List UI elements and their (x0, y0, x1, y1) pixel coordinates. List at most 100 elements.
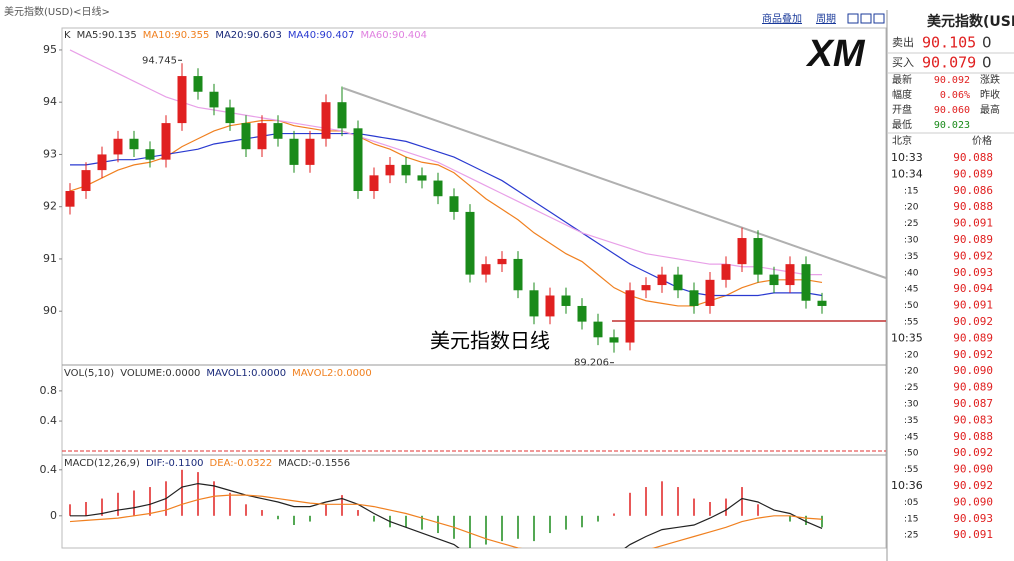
column-header: 价格 (972, 134, 992, 147)
candle-body (385, 164, 395, 176)
candle-body (689, 290, 699, 306)
tick-price: 90.087 (953, 397, 993, 410)
tick-price: 90.093 (953, 512, 993, 525)
indicator-label: MACD(12,26,9) DIF:-0.1100 DEA:-0.0322 MACD:… (64, 458, 350, 469)
y-tick-label: 94 (43, 95, 57, 108)
logo-box (790, 36, 882, 72)
indicator-item: DIF:-0.1100 (146, 458, 204, 469)
indicator-label: K MA5:90.135 MA10:90.355 MA20:90.603 MA40:90… (64, 30, 427, 41)
tick-time: :30 (904, 400, 919, 410)
indicator-label: VOL(5,10) VOLUME:0.0000 MAVOL1:0.0000 MAVOL… (64, 368, 372, 379)
candle-body (241, 123, 251, 150)
stat-label: 幅度 (892, 88, 912, 101)
y-tick-label: 0.4 (40, 414, 58, 427)
candle-body (97, 154, 107, 171)
indicator-item: K (64, 30, 71, 41)
dif-line (70, 482, 823, 548)
candle-body (817, 300, 827, 306)
tick-time: :55 (904, 465, 918, 475)
tick-time: :50 (904, 449, 919, 459)
stat-label: 开盘 (892, 103, 912, 116)
column-header: 北京 (892, 134, 912, 147)
tick-price: 90.092 (953, 348, 993, 361)
tick-time: :15 (904, 186, 918, 196)
tick-price: 90.089 (953, 331, 993, 344)
stat-value: 90.023 (934, 120, 970, 131)
candle-body (593, 321, 603, 338)
tick-price: 90.090 (953, 495, 993, 508)
candle-body (449, 196, 459, 212)
symbol-label: 美元指数(USD)<日线> (4, 5, 110, 18)
quote-title: 美元指数(USD (927, 13, 1014, 30)
link[interactable]: 周期 (816, 13, 836, 25)
indicator-item: MA40:90.407 (288, 30, 355, 41)
stat-value: 90.060 (934, 105, 970, 116)
candle-body (753, 238, 763, 275)
annotation: 94.745 (142, 55, 177, 66)
candle-body (129, 138, 139, 150)
chart-frame (61, 27, 887, 549)
candle-body (769, 274, 779, 286)
candle-body (193, 76, 203, 92)
candle-body (465, 211, 475, 275)
indicator-item: MA5:90.135 (77, 30, 137, 41)
indicator-item: DEA:-0.0322 (210, 458, 273, 469)
y-tick-label: 0 (50, 509, 57, 522)
quote-change: 0 (982, 34, 992, 52)
tick-time: :50 (904, 301, 919, 311)
y-tick-label: 0.8 (40, 384, 58, 397)
y-tick-label: 95 (43, 43, 57, 56)
link[interactable]: 商品叠加 (762, 12, 802, 25)
candle-body (401, 164, 411, 176)
tick-price: 90.090 (953, 364, 993, 377)
candle-body (305, 138, 315, 165)
y-tick-label: 93 (43, 147, 57, 160)
candle-body (737, 238, 747, 265)
tick-time: :35 (904, 416, 918, 426)
tick-time: 10:34 (891, 167, 923, 180)
tick-time: :20 (904, 367, 919, 377)
indicator-item: MACD(12,26,9) (64, 458, 140, 469)
chart-caption: 美元指数日线 (430, 329, 550, 353)
candle-body (273, 123, 283, 139)
tick-price: 90.088 (953, 200, 993, 213)
tick-time: :15 (904, 514, 918, 524)
candle-body (721, 264, 731, 280)
tick-price: 90.092 (953, 249, 993, 262)
logo: XM (806, 33, 866, 75)
indicator-item: MA60:90.404 (360, 30, 427, 41)
indicator-item: MAVOL1:0.0000 (206, 368, 286, 379)
y-tick-label: 91 (43, 252, 57, 265)
tick-price: 90.092 (953, 315, 993, 328)
tick-time: :45 (904, 432, 918, 442)
candle-body (497, 258, 507, 265)
tick-time: :25 (904, 531, 918, 541)
tick-price: 90.088 (953, 151, 993, 164)
quote-label: 卖出 (892, 35, 914, 49)
tick-time: :35 (904, 252, 918, 262)
tick-price: 90.091 (953, 299, 993, 312)
toolbar-icons[interactable] (847, 13, 885, 24)
candle-body (481, 264, 491, 275)
candle-body (113, 138, 123, 155)
tick-time: :25 (904, 219, 918, 229)
candle-body (353, 128, 363, 192)
tick-price: 90.091 (953, 528, 993, 541)
candle-body (417, 175, 427, 181)
candle-body (577, 305, 587, 322)
candle-body (145, 149, 155, 160)
tick-price: 90.089 (953, 381, 993, 394)
candle-body (561, 295, 571, 306)
tick-time: :20 (904, 203, 919, 213)
candle-body (609, 337, 619, 343)
dea-line (69, 494, 823, 548)
indicator-item: MA10:90.355 (143, 30, 210, 41)
candle-body (545, 295, 555, 317)
candle-body (433, 180, 443, 197)
tick-price: 90.089 (953, 167, 993, 180)
candle-body (705, 279, 715, 306)
ma-line (69, 49, 822, 276)
tick-time: 10:35 (891, 331, 923, 344)
annotation: 89.206 (574, 358, 609, 369)
